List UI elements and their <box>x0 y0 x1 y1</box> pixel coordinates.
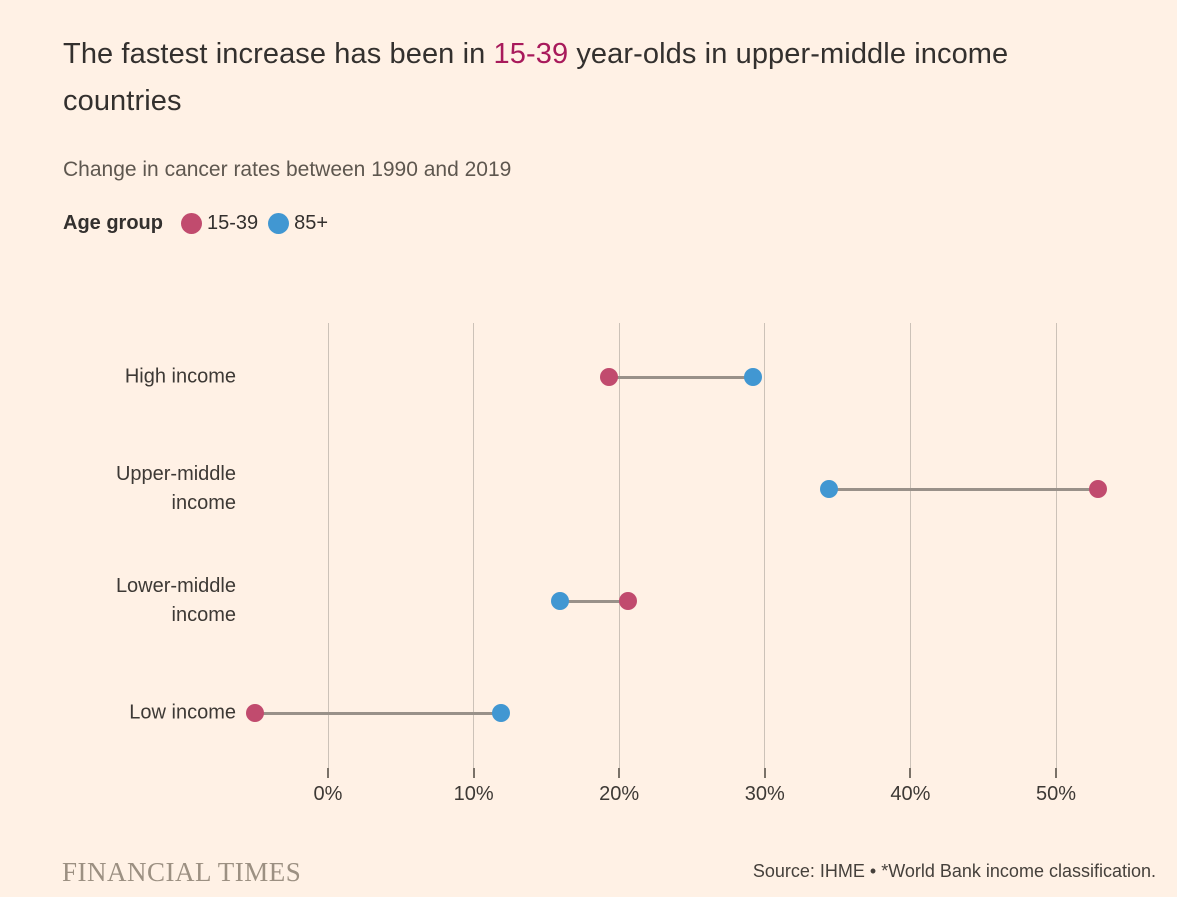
x-axis-label: 10% <box>453 783 494 805</box>
axis-tick-30% <box>763 768 766 778</box>
chart-subtitle: Change in cancer rates between 1990 and … <box>63 158 512 181</box>
dot-15-39 <box>246 704 265 722</box>
gridline-0% <box>327 323 329 770</box>
axis-tick-0% <box>327 768 329 778</box>
legend-item-label: 15-39 <box>207 212 259 234</box>
connector-line <box>609 375 754 379</box>
connector-line <box>828 487 1099 491</box>
title-prefix: The fastest increase has been in <box>63 38 494 71</box>
dot-85+ <box>819 480 838 498</box>
gridline-20% <box>618 323 620 770</box>
x-axis-label: 0% <box>313 783 343 805</box>
gridline-50% <box>1055 323 1057 770</box>
gridline-40% <box>909 323 911 770</box>
legend-title: Age group <box>63 212 163 234</box>
category-label: High income <box>124 365 236 388</box>
legend-dot-85plus-icon <box>268 213 290 234</box>
x-axis-label: 50% <box>1035 783 1077 805</box>
category-label: Upper-middle income <box>115 463 236 514</box>
connector-line <box>559 599 628 603</box>
x-axis-label: 20% <box>599 783 640 805</box>
gridline-30% <box>764 323 766 770</box>
gridline-10% <box>473 323 475 770</box>
category-label: Lower-middle income <box>115 575 236 626</box>
axis-tick-50% <box>1055 768 1057 778</box>
dot-15-39 <box>1089 480 1108 498</box>
dot-85+ <box>492 704 511 722</box>
category-label: Low income <box>129 701 236 724</box>
page-title: The fastest increase has been in 15-39 y… <box>63 31 1133 125</box>
legend-dot-15-39-icon <box>181 213 202 234</box>
dot-15-39 <box>618 592 637 610</box>
legend-item-15-39: 15-39 <box>181 212 258 235</box>
axis-tick-40% <box>909 768 912 778</box>
x-axis-label: 30% <box>744 783 785 805</box>
axis-tick-20% <box>618 768 621 778</box>
title-highlight: 15-39 <box>493 38 569 71</box>
dot-85+ <box>550 592 569 610</box>
title-suffix: year-olds in upper-middle income countri… <box>63 38 1009 118</box>
dot-15-39 <box>600 368 618 386</box>
legend-item-label: 85+ <box>294 212 329 234</box>
connector-line <box>255 711 502 715</box>
legend: Age group 15-39 85+ <box>63 212 328 235</box>
financial-times-logo: FINANCIAL TIMES <box>62 857 302 887</box>
x-axis-label: 40% <box>890 783 931 805</box>
legend-item-85plus: 85+ <box>268 212 328 235</box>
source-note: Source: IHME • *World Bank income classi… <box>752 861 1156 881</box>
dot-85+ <box>744 368 763 386</box>
axis-tick-10% <box>472 768 475 778</box>
